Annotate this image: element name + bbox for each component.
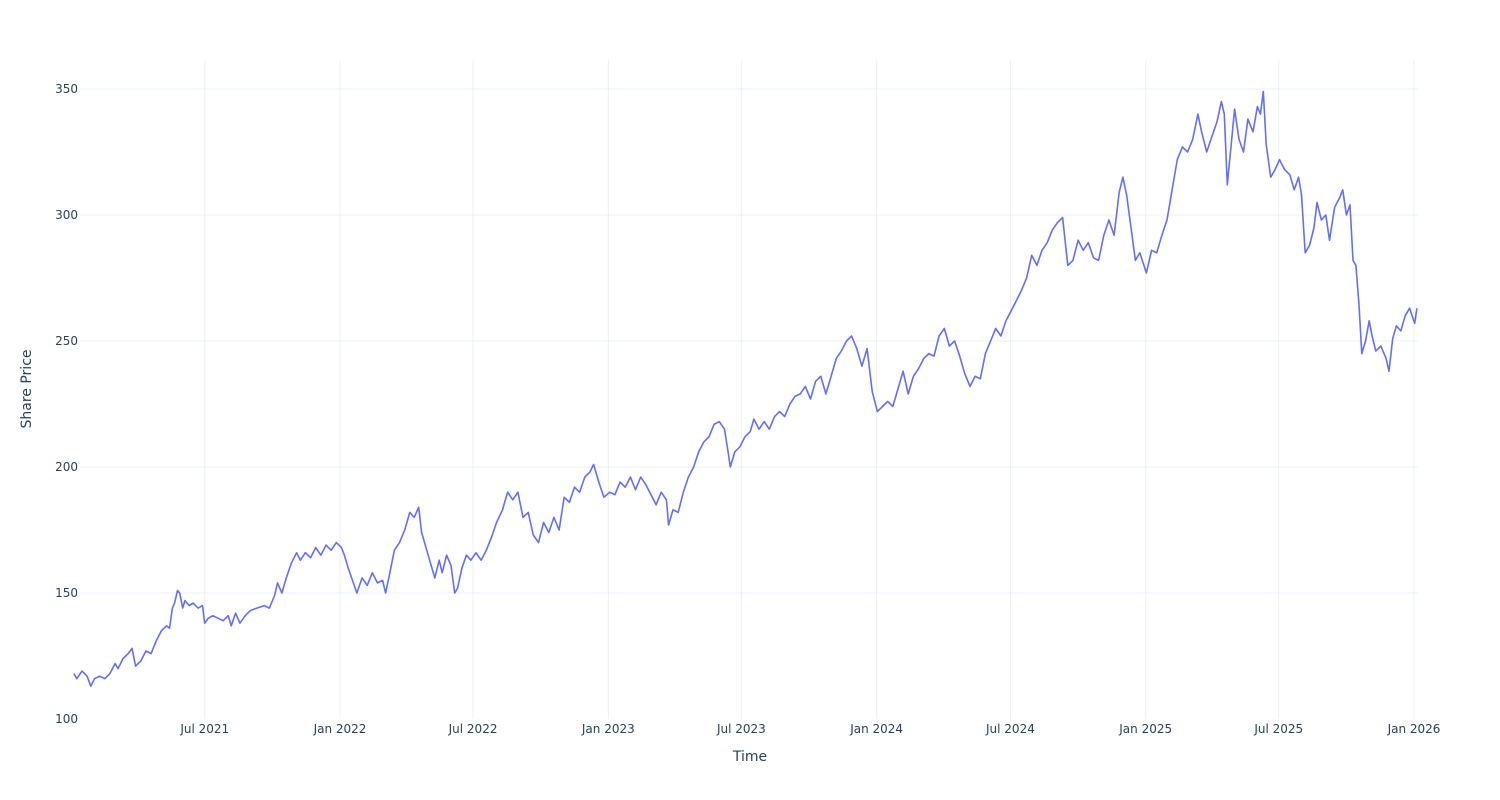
share-price-line	[73, 90, 1418, 687]
x-axis-title: Time	[732, 749, 767, 765]
x-tick-label: Jul 2022	[448, 722, 498, 736]
x-tick-label: Jul 2021	[179, 722, 229, 736]
x-tick-label: Jul 2023	[716, 722, 766, 736]
x-tick-label: Jul 2024	[985, 722, 1035, 736]
y-tick-label: 350	[55, 82, 78, 96]
x-tick-label: Jan 2023	[581, 722, 635, 736]
y-axis-ticks: 100 150 200 250 300 350	[55, 82, 78, 726]
x-tick-label: Jan 2025	[1118, 722, 1172, 736]
x-tick-label: Jan 2024	[849, 722, 903, 736]
y-tick-label: 100	[55, 712, 78, 726]
x-gridlines	[204, 60, 1415, 719]
y-tick-label: 250	[55, 334, 78, 348]
y-tick-label: 200	[55, 460, 78, 474]
x-tick-label: Jul 2025	[1253, 722, 1303, 736]
x-tick-label: Jan 2022	[313, 722, 367, 736]
plot-area	[73, 60, 1418, 719]
y-axis-title: Share Price	[19, 349, 35, 428]
y-tick-label: 300	[55, 208, 78, 222]
x-tick-label: Jan 2026	[1387, 722, 1441, 736]
x-axis-ticks: Jul 2021 Jan 2022 Jul 2022 Jan 2023 Jul 2023…	[179, 722, 1440, 736]
y-tick-label: 150	[55, 586, 78, 600]
y-gridlines	[80, 88, 1418, 594]
